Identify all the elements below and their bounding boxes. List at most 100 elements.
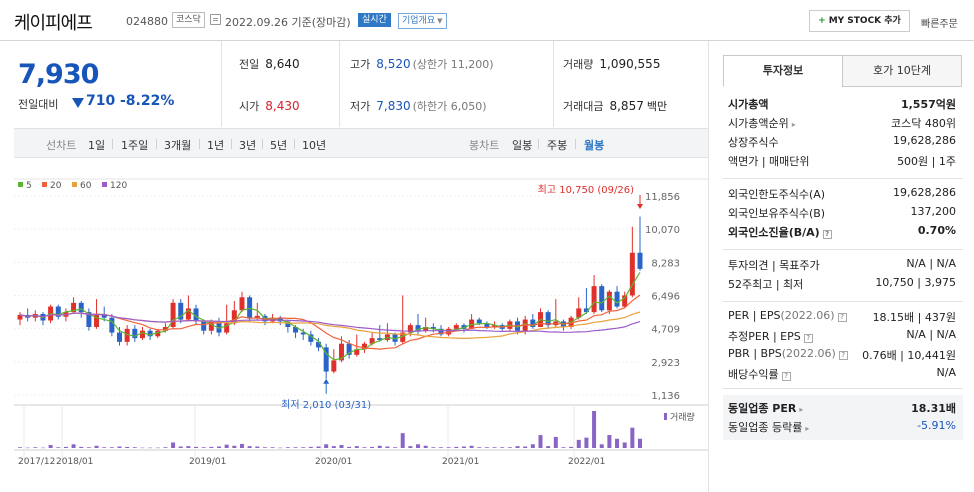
volume-bar — [18, 447, 22, 448]
info-value: 0.70% — [917, 224, 956, 237]
ma-legend-label: 60 — [80, 181, 92, 191]
volume-bar — [553, 436, 558, 448]
chevron-right-icon[interactable]: ▸ — [805, 424, 810, 433]
candle-body — [545, 312, 551, 326]
chevron-right-icon[interactable]: ▸ — [799, 405, 804, 414]
candle-body — [415, 325, 421, 331]
period-5y[interactable]: 5년 — [270, 139, 288, 152]
period-1y[interactable]: 1년 — [207, 139, 225, 152]
volume-bar — [347, 446, 352, 448]
max-arrow-head — [637, 204, 643, 209]
divider — [708, 41, 709, 492]
min-annotation: 최저 2,010 (03/31) — [281, 399, 371, 411]
candle-monthly[interactable]: 월봉 — [584, 139, 605, 152]
info-row[interactable]: 동일업종 등락률 ▸ -5.91% — [728, 419, 956, 437]
candle-body — [201, 321, 207, 331]
volume-bar — [201, 447, 206, 448]
info-label: PBR | BPS(2022.06)? — [728, 347, 848, 360]
candle-body — [423, 326, 429, 331]
volume-bar — [331, 446, 336, 448]
period-1d[interactable]: 1일 — [88, 139, 106, 152]
candle-body — [407, 325, 413, 333]
volume-bar — [102, 447, 107, 448]
quick-order-link[interactable]: 빠른주문 — [921, 19, 958, 30]
low-price: 저가 7,830 (하한가 6,050) — [350, 98, 487, 114]
info-value: 19,628,286 — [893, 134, 956, 147]
tab-order-book[interactable]: 호가 10단계 — [842, 55, 962, 87]
info-label-period: (2022.06) — [780, 309, 835, 322]
period-1w[interactable]: 1주일 — [121, 139, 149, 152]
volume-bar — [431, 447, 436, 448]
low-label: 저가 — [350, 100, 371, 113]
trade-amount-label: 거래대금 — [563, 100, 604, 113]
info-label-text: 52주최고 | 최저 — [728, 278, 804, 291]
candle-daily[interactable]: 일봉 — [512, 139, 533, 152]
candle-body — [338, 343, 344, 361]
info-value: N/A | N/A — [906, 328, 956, 341]
candle-body — [247, 297, 253, 318]
candle-body — [170, 302, 176, 327]
separator — [156, 139, 157, 149]
volume-bar — [561, 447, 566, 448]
realtime-button[interactable]: 실시간 — [358, 13, 391, 27]
info-value: 10,750 | 3,975 — [875, 276, 956, 289]
help-icon[interactable]: ? — [781, 372, 791, 381]
calendar-icon — [210, 14, 221, 25]
info-value: 500원 | 1주 — [897, 155, 956, 168]
ma-line-20 — [19, 294, 641, 350]
candle-body — [453, 325, 459, 329]
min-arrow-head — [323, 378, 330, 384]
add-mystock-button[interactable]: + MY STOCK 추가 — [809, 10, 910, 32]
period-10y[interactable]: 10년 — [302, 139, 327, 152]
volume-bar — [178, 446, 183, 448]
upper-limit: (상한가 11,200) — [412, 58, 494, 71]
ma-legend-swatch — [72, 182, 77, 187]
high-price: 고가 8,520 (상한가 11,200) — [350, 56, 494, 72]
volume-bar — [186, 446, 191, 448]
candle-body — [629, 252, 635, 296]
volume-bar — [79, 446, 84, 448]
period-3m[interactable]: 3개월 — [164, 139, 192, 152]
candle-body — [622, 295, 628, 307]
volume-value: 1,090,555 — [599, 57, 661, 71]
help-icon[interactable]: ? — [803, 334, 813, 343]
info-label-text: PER | EPS — [728, 309, 781, 322]
trade-amount-value: 8,857 — [609, 99, 644, 113]
help-icon[interactable]: ? — [837, 313, 847, 322]
volume-bar — [592, 411, 597, 448]
ma-line-5 — [19, 271, 641, 361]
help-icon[interactable]: ? — [822, 230, 832, 239]
company-overview-button[interactable]: 기업개요 ▼ — [398, 13, 447, 29]
tab-invest-info[interactable]: 투자정보 — [723, 55, 843, 87]
price-chart[interactable]: 11,856 10,070 8,283 6,496 4,709 2,923 1,136 5 20… — [14, 170, 708, 492]
help-icon[interactable]: ? — [838, 351, 848, 360]
volume-bar — [416, 444, 421, 448]
volume: 거래량 1,090,555 — [563, 56, 660, 72]
info-value: N/A | N/A — [906, 257, 956, 270]
separator — [112, 139, 113, 149]
volume-bar — [25, 447, 30, 449]
candle-body — [231, 310, 237, 324]
candle-body — [323, 347, 329, 372]
info-row: 52주최고 | 최저 10,750 | 3,975 — [728, 276, 956, 294]
candle-body — [354, 349, 360, 355]
candle-weekly[interactable]: 주봉 — [547, 139, 568, 152]
volume-bar — [538, 435, 543, 448]
info-label-text: 투자의견 | 목표주가 — [728, 259, 820, 272]
info-value: 18.31배 — [911, 402, 956, 415]
info-label: 액면가 | 매매단위 — [728, 153, 810, 169]
info-row[interactable]: 시가총액순위 ▸ 코스닥 480위 — [728, 115, 956, 133]
chevron-right-icon[interactable]: ▸ — [791, 120, 796, 129]
volume-bar — [599, 444, 604, 448]
candle-body — [369, 338, 375, 344]
info-label-text: 동일업종 PER — [728, 402, 797, 415]
volume-bar — [94, 445, 99, 448]
period-3y[interactable]: 3년 — [239, 139, 257, 152]
volume-bar — [109, 447, 114, 448]
volume-bar — [584, 437, 589, 448]
info-label-text: 시가총액순위 — [728, 117, 789, 130]
ma-legend-label: 20 — [50, 181, 62, 191]
info-row[interactable]: 동일업종 PER ▸ 18.31배 — [728, 400, 956, 418]
candle-chart-label: 봉차트 — [469, 139, 500, 152]
candle-body — [576, 308, 582, 318]
